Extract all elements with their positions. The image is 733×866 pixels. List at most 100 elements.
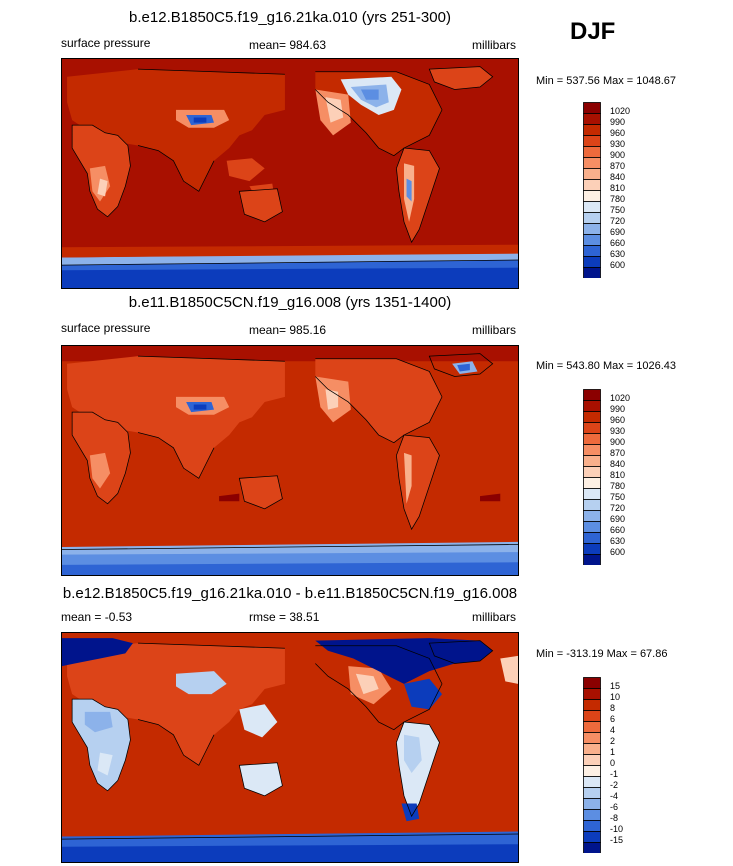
cb1-label: 810 bbox=[610, 183, 626, 193]
panel-3-colorbar-labels: 15 10 8 6 4 2 1 0 -1 -2 -4 -6 -8 -10 -15 bbox=[610, 681, 650, 857]
colorbar-box bbox=[583, 267, 601, 278]
cb1-label: 900 bbox=[610, 150, 626, 160]
colorbar-box bbox=[583, 102, 601, 114]
cb2-label: 1020 bbox=[610, 393, 631, 403]
cb2-label: 960 bbox=[610, 415, 626, 425]
colorbar-box bbox=[583, 113, 601, 125]
panel-3-map bbox=[61, 632, 519, 863]
cb3-label: -4 bbox=[610, 791, 619, 801]
cb1-label: 990 bbox=[610, 117, 626, 127]
cb1-label: 840 bbox=[610, 172, 626, 182]
cb3-label: 6 bbox=[610, 714, 616, 724]
panel-1-colorbar bbox=[583, 102, 601, 278]
panel-3-mean-label: mean = -0.53 bbox=[61, 610, 133, 624]
panel-1-title: b.e12.B1850C5.f19_g16.21ka.010 (yrs 251-… bbox=[129, 9, 451, 26]
colorbar-box bbox=[583, 466, 601, 478]
colorbar-box bbox=[583, 787, 601, 799]
colorbar-box bbox=[583, 721, 601, 733]
cb1-label: 780 bbox=[610, 194, 626, 204]
colorbar-box bbox=[583, 212, 601, 224]
cb3-label: -15 bbox=[610, 835, 624, 845]
cb2-label: 810 bbox=[610, 470, 626, 480]
cb2-label: 900 bbox=[610, 437, 626, 447]
cb1-label: 630 bbox=[610, 249, 626, 259]
cb3-label: 4 bbox=[610, 725, 616, 735]
cb3-label: 2 bbox=[610, 736, 616, 746]
colorbar-box bbox=[583, 765, 601, 777]
colorbar-box bbox=[583, 842, 601, 853]
panel-1-units-label: millibars bbox=[472, 38, 517, 52]
colorbar-box bbox=[583, 444, 601, 456]
panel-2-units-label: millibars bbox=[472, 323, 517, 337]
cb2-label: 630 bbox=[610, 536, 626, 546]
cb3-label: -1 bbox=[610, 769, 619, 779]
cb1-label: 750 bbox=[610, 205, 626, 215]
colorbar-box bbox=[583, 776, 601, 788]
colorbar-box bbox=[583, 732, 601, 744]
panel-2-colorbar bbox=[583, 389, 601, 565]
colorbar-box bbox=[583, 754, 601, 766]
colorbar-box bbox=[583, 499, 601, 511]
colorbar-box bbox=[583, 433, 601, 445]
colorbar-box bbox=[583, 455, 601, 467]
cb3-label: 0 bbox=[610, 758, 616, 768]
cb3-label: -10 bbox=[610, 824, 624, 834]
panel-3-title: b.e12.B1850C5.f19_g16.21ka.010 - b.e11.B… bbox=[62, 585, 518, 602]
colorbar-box bbox=[583, 146, 601, 158]
colorbar-box bbox=[583, 521, 601, 533]
colorbar-box bbox=[583, 477, 601, 489]
panel-1-mean-label: mean= 984.63 bbox=[249, 38, 327, 52]
colorbar-box bbox=[583, 532, 601, 544]
panel-1-map-svg bbox=[62, 59, 518, 288]
cb1-label: 690 bbox=[610, 227, 626, 237]
colorbar-box bbox=[583, 157, 601, 169]
colorbar-box bbox=[583, 389, 601, 401]
cb1-label: 1020 bbox=[610, 106, 631, 116]
panel-2-minmax-label: Min = 543.80 Max = 1026.43 bbox=[536, 360, 677, 372]
colorbar-box bbox=[583, 190, 601, 202]
panel-1-variable-label: surface pressure bbox=[61, 36, 151, 50]
colorbar-box bbox=[583, 256, 601, 268]
cb1-label: 600 bbox=[610, 260, 626, 270]
colorbar-box bbox=[583, 124, 601, 136]
panel-1-colorbar-svg bbox=[583, 102, 601, 278]
panel-3-rmse-label: rmse = 38.51 bbox=[249, 610, 320, 624]
cb3-label: 1 bbox=[610, 747, 616, 757]
cb2-label: 600 bbox=[610, 547, 626, 557]
colorbar-box bbox=[583, 798, 601, 810]
season-label: DJF bbox=[570, 18, 616, 45]
colorbar-box bbox=[583, 234, 601, 246]
colorbar-box bbox=[583, 179, 601, 191]
cb3-label: -6 bbox=[610, 802, 619, 812]
panel-1-colorbar-labels: 1020 990 960 930 900 870 840 810 780 750… bbox=[610, 106, 650, 282]
cb1-label: 870 bbox=[610, 161, 626, 171]
cb2-label: 720 bbox=[610, 503, 626, 513]
panel-3-map-svg bbox=[62, 633, 518, 862]
panel-2-colorbar-labels: 1020 990 960 930 900 870 840 810 780 750… bbox=[610, 393, 650, 569]
colorbar-box bbox=[583, 743, 601, 755]
colorbar-box bbox=[583, 201, 601, 213]
panel-3-units-label: millibars bbox=[472, 610, 517, 624]
cb2-label: 870 bbox=[610, 448, 626, 458]
cb3-label: 8 bbox=[610, 703, 616, 713]
panel-2-title: b.e11.B1850C5CN.f19_g16.008 (yrs 1351-14… bbox=[128, 294, 452, 311]
colorbar-box bbox=[583, 710, 601, 722]
panel-2-map-svg bbox=[62, 346, 518, 575]
colorbar-box bbox=[583, 488, 601, 500]
colorbar-box bbox=[583, 245, 601, 257]
panel-2-variable-label: surface pressure bbox=[61, 321, 151, 335]
panel-3-minmax-label: Min = -313.19 Max = 67.86 bbox=[536, 648, 668, 660]
cb2-label: 660 bbox=[610, 525, 626, 535]
cb2-label: 780 bbox=[610, 481, 626, 491]
cb3-label: 10 bbox=[610, 692, 621, 702]
colorbar-box bbox=[583, 223, 601, 235]
colorbar-box bbox=[583, 831, 601, 843]
colorbar-box bbox=[583, 168, 601, 180]
colorbar-box bbox=[583, 510, 601, 522]
colorbar-box bbox=[583, 554, 601, 565]
colorbar-box bbox=[583, 820, 601, 832]
cb2-label: 990 bbox=[610, 404, 626, 414]
cb2-label: 930 bbox=[610, 426, 626, 436]
panel-3-colorbar bbox=[583, 677, 601, 853]
cb3-label: 15 bbox=[610, 681, 621, 691]
